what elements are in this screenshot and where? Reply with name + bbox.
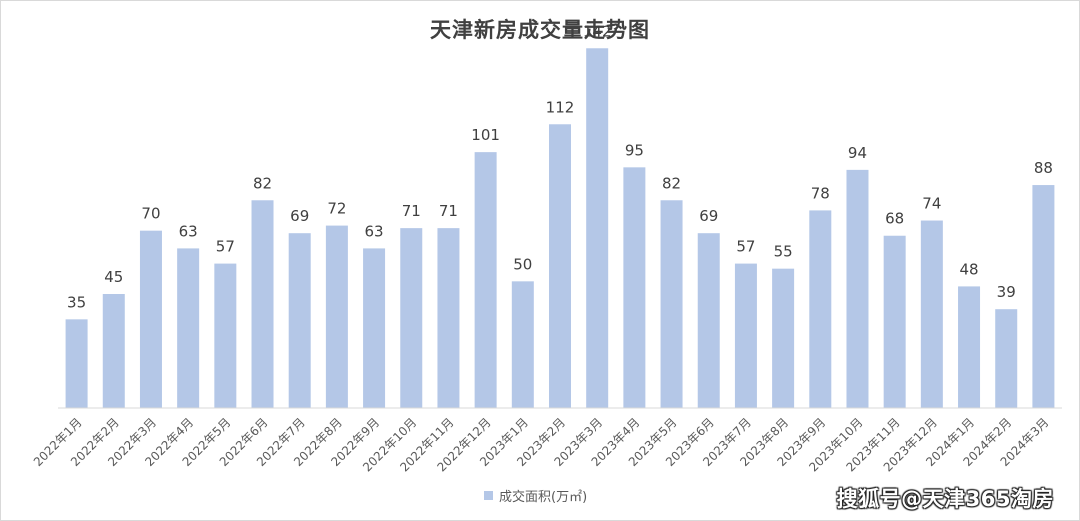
bar-19 — [734, 263, 757, 408]
bar-3 — [139, 230, 162, 408]
bar-25 — [958, 286, 981, 408]
bar-6 — [251, 200, 274, 408]
bar-11 — [437, 228, 460, 408]
data-label-8: 72 — [327, 200, 346, 218]
bar-17 — [660, 200, 683, 408]
bar-5 — [214, 263, 237, 408]
data-label-24: 74 — [922, 195, 941, 213]
bar-18 — [697, 233, 720, 408]
bar-9 — [363, 248, 386, 408]
data-label-17: 82 — [662, 174, 681, 192]
bar-23 — [883, 235, 906, 408]
bar-22 — [846, 169, 869, 408]
bar-2 — [102, 294, 125, 408]
data-label-13: 50 — [513, 255, 532, 273]
data-label-11: 71 — [439, 202, 458, 220]
legend: 成交面积(万㎡) — [484, 486, 587, 505]
data-label-4: 63 — [179, 222, 198, 240]
bar-21 — [809, 210, 832, 408]
data-label-19: 57 — [736, 238, 755, 256]
watermark: 搜狐号@天津365淘房 — [836, 487, 1054, 511]
data-label-1: 35 — [67, 293, 86, 311]
bar-26 — [995, 309, 1018, 408]
data-label-15: 142 — [583, 22, 612, 40]
data-label-25: 48 — [959, 260, 978, 278]
bar-13 — [511, 281, 534, 408]
x-tick-labels-group: 2022年1月2022年2月2022年3月2022年4月2022年5月2022年… — [31, 415, 1052, 474]
data-label-2: 45 — [104, 268, 123, 286]
bar-27 — [1032, 185, 1055, 408]
chart-title: 天津新房成交量走势图 — [430, 18, 650, 42]
bar-14 — [549, 124, 571, 409]
data-label-14: 112 — [546, 98, 575, 116]
data-label-27: 88 — [1034, 159, 1053, 177]
bar-7 — [288, 233, 311, 408]
data-label-20: 55 — [774, 243, 793, 261]
data-label-26: 39 — [997, 283, 1016, 301]
data-label-12: 101 — [471, 126, 500, 144]
data-label-3: 70 — [141, 205, 160, 223]
bar-15 — [586, 48, 609, 409]
data-label-23: 68 — [885, 210, 904, 228]
bar-8 — [325, 225, 348, 408]
bars-group — [65, 48, 1055, 409]
data-label-9: 63 — [365, 222, 384, 240]
bar-4 — [177, 248, 200, 408]
data-label-22: 94 — [848, 144, 867, 162]
data-label-7: 69 — [290, 207, 309, 225]
bar-16 — [623, 167, 646, 408]
bar-10 — [400, 228, 423, 408]
legend-swatch — [484, 491, 493, 500]
legend-label: 成交面积(万㎡) — [499, 490, 588, 505]
bar-1 — [65, 319, 88, 408]
data-label-5: 57 — [216, 238, 235, 256]
data-label-16: 95 — [625, 141, 644, 159]
data-label-10: 71 — [402, 202, 421, 220]
data-label-18: 69 — [699, 207, 718, 225]
data-labels-group: 35 45 70 63 57 82 69 72 63 71 71 101 50 112 142 95 82 69 5… — [67, 22, 1053, 311]
bar-24 — [920, 220, 943, 408]
data-label-21: 78 — [811, 184, 830, 202]
bar-20 — [772, 268, 795, 408]
bar-12 — [474, 152, 497, 408]
data-label-6: 82 — [253, 174, 272, 192]
